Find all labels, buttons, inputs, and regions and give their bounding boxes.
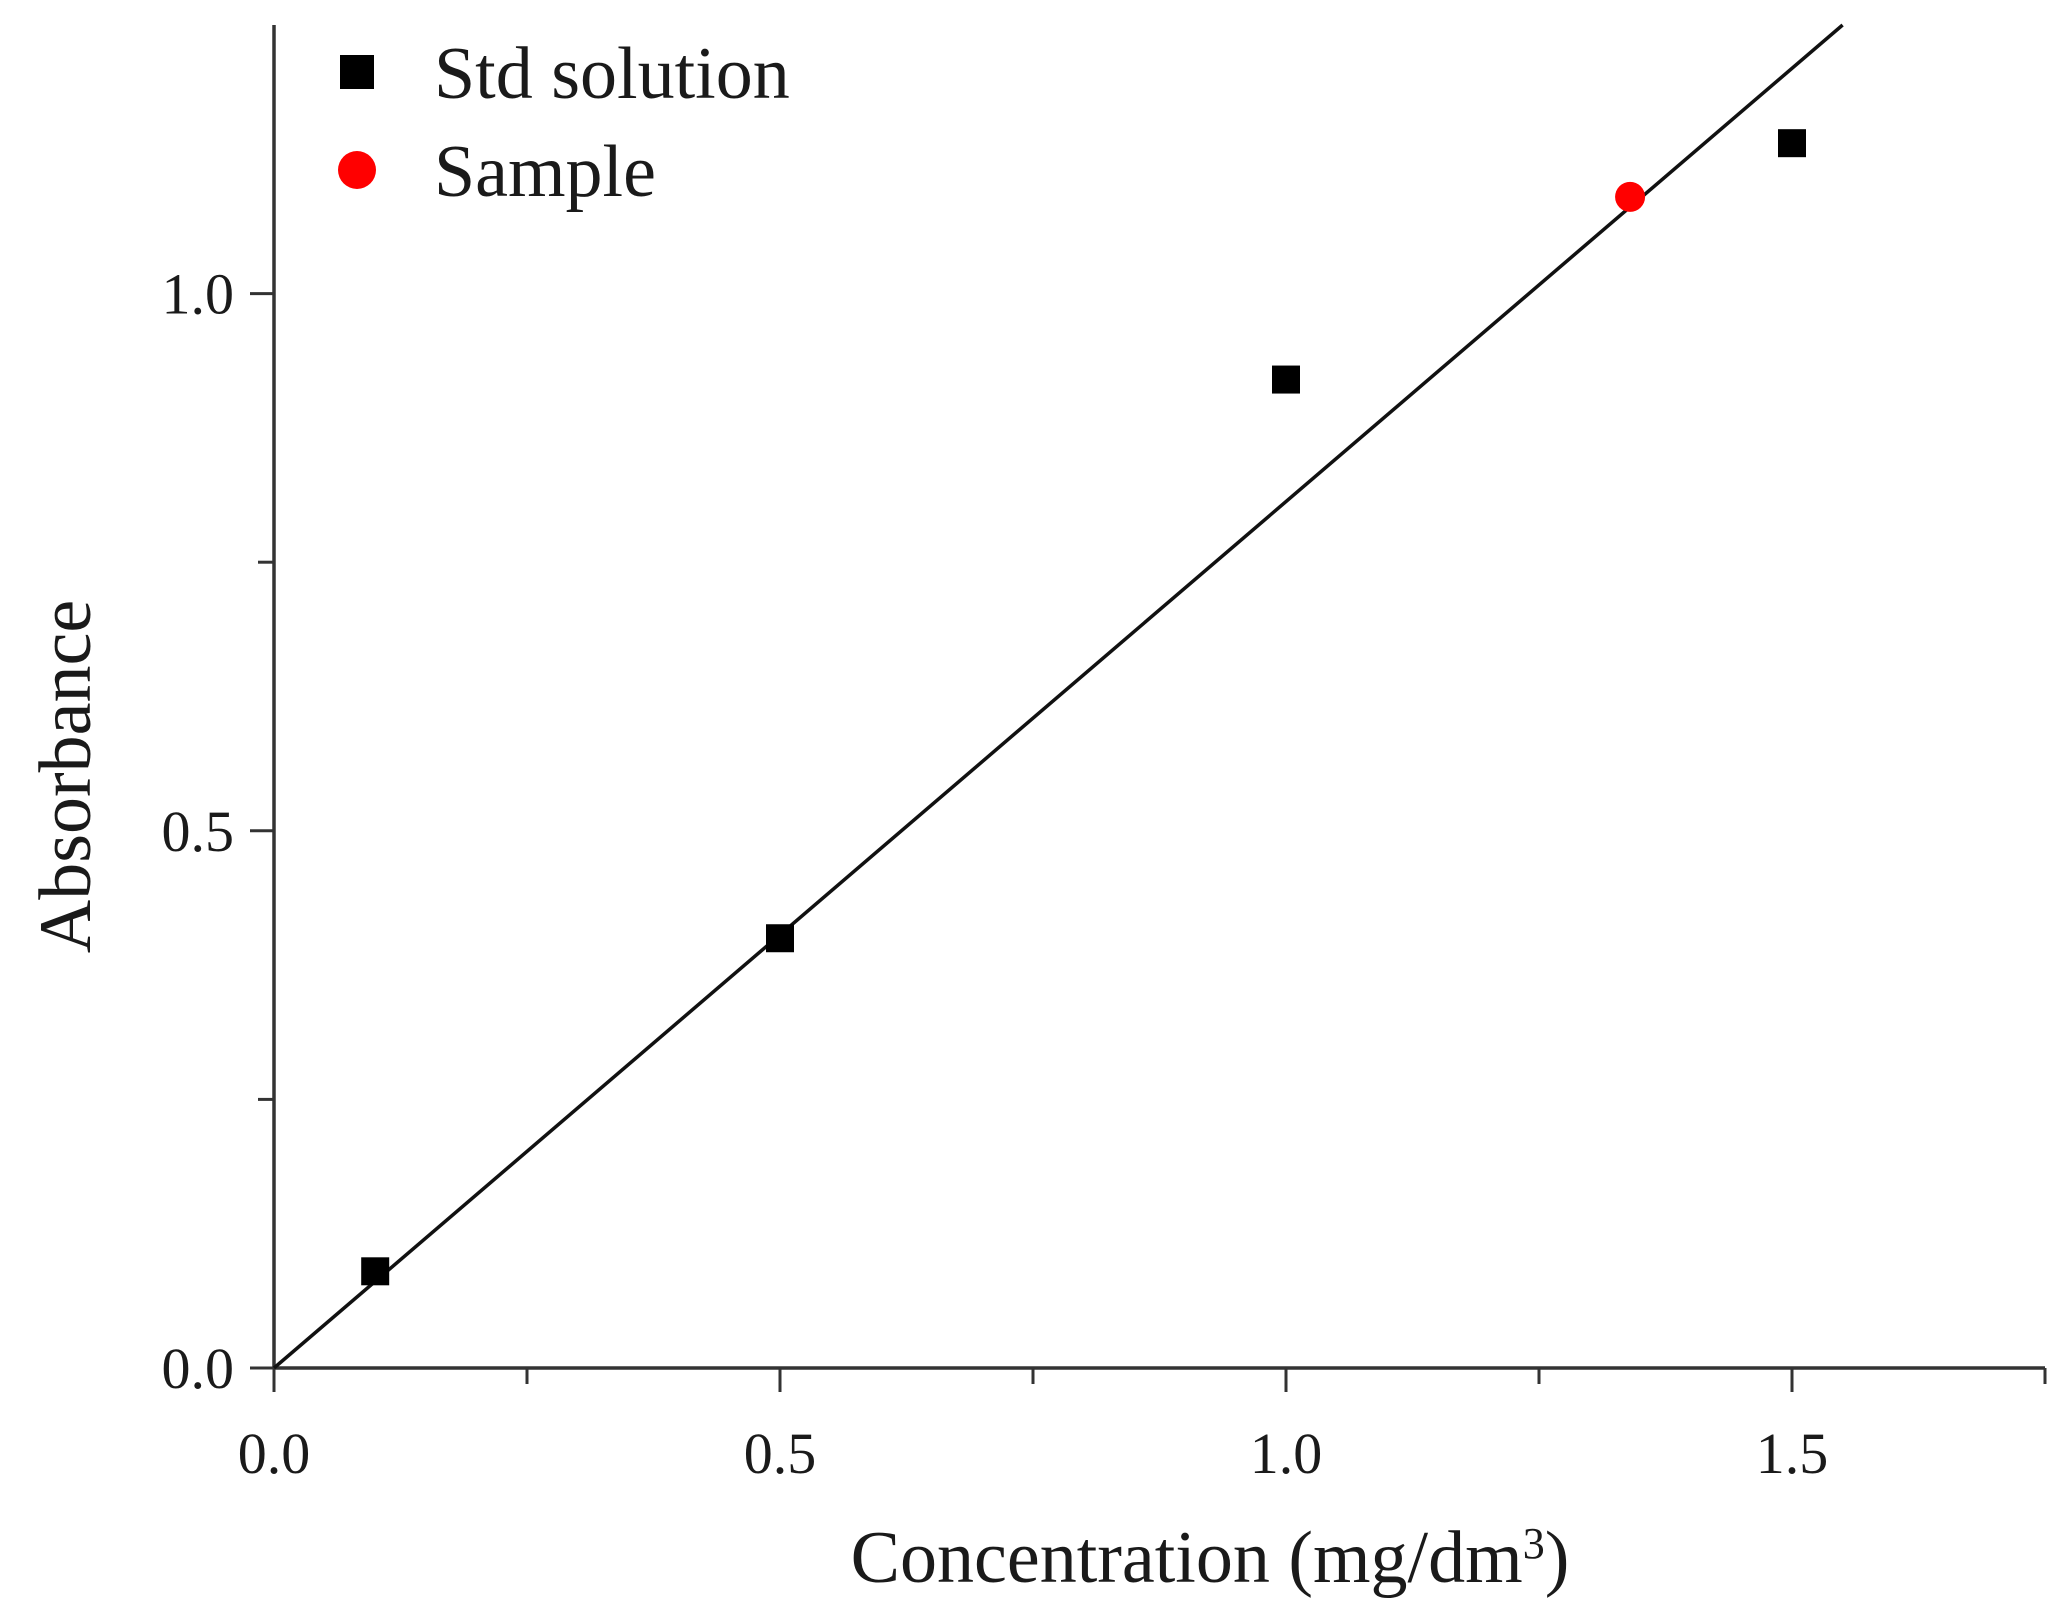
std-solution-point: [1272, 365, 1300, 394]
legend-marker-circle: [338, 151, 376, 189]
std-solution-point: [361, 1257, 390, 1286]
y-axis-title: Absorbance: [25, 600, 107, 953]
x-axis-title: Concentration (mg/dm3): [851, 1517, 1570, 1599]
legend-marker-square: [340, 55, 374, 89]
x-axis-title-superscript: 3: [1523, 1519, 1545, 1568]
fit-line: [272, 23, 1844, 1370]
std-solution-point: [1778, 129, 1806, 158]
x-tick-label: 1.0: [1250, 1421, 1323, 1486]
y-tick-label: 1.0: [162, 262, 235, 327]
legend-label: Std solution: [434, 33, 790, 115]
std-solution-point: [766, 924, 794, 953]
data-points: [361, 129, 1806, 1286]
sample-point: [1615, 181, 1646, 212]
x-tick-label: 0.5: [744, 1421, 817, 1486]
x-tick-label: 1.5: [1756, 1421, 1829, 1486]
axis-titles: Absorbance Concentration (mg/dm3): [25, 600, 1569, 1599]
fit-line-group: [272, 23, 1844, 1370]
x-axis-title-main: Concentration (mg/dm: [851, 1517, 1523, 1599]
y-tick-label: 0.0: [162, 1336, 235, 1401]
legend: Std solution Sample: [338, 33, 790, 213]
x-tick-label: 0.0: [238, 1421, 311, 1486]
x-axis-title-suffix: ): [1545, 1517, 1570, 1599]
axes: 0.0 0.5 1.0 1.5 0.0 0.5 1.0: [162, 25, 2047, 1486]
legend-label: Sample: [434, 131, 656, 213]
y-tick-label: 0.5: [162, 799, 235, 864]
